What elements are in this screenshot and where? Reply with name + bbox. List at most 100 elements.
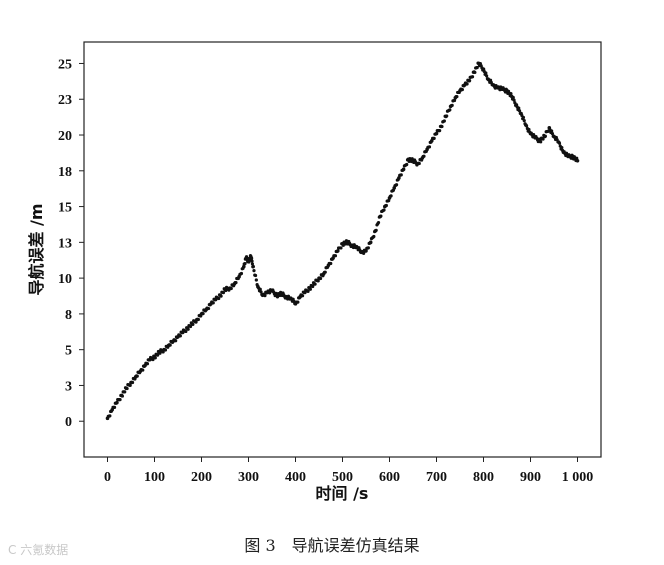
trace-dot xyxy=(313,282,317,286)
trace-dot xyxy=(252,269,256,273)
x-tick-label: 800 xyxy=(473,470,494,485)
trace-dot xyxy=(168,343,172,347)
trace-dot xyxy=(174,339,178,343)
trace-dot xyxy=(339,246,343,250)
trace-dot xyxy=(473,70,477,75)
data-point xyxy=(368,240,373,245)
x-tick-label: 700 xyxy=(426,470,447,485)
trace-dot xyxy=(374,228,378,232)
x-tick-label: 300 xyxy=(238,470,259,485)
data-point xyxy=(336,249,340,253)
trace-dot xyxy=(323,270,327,274)
data-point xyxy=(575,158,580,163)
trace-dot xyxy=(135,374,139,378)
trace-dot xyxy=(438,129,442,133)
trace-dot xyxy=(308,287,312,291)
y-tick-label: 0 xyxy=(65,415,72,430)
trace-dot xyxy=(399,173,403,177)
trace-dot xyxy=(379,214,383,218)
y-axis-label: 导航误差 /m xyxy=(27,203,46,295)
trace-dot xyxy=(452,98,457,103)
trace-dot xyxy=(341,243,345,247)
plot-frame xyxy=(83,41,602,458)
trace-dot xyxy=(509,92,513,96)
trace-dot xyxy=(253,273,258,278)
trace-dot xyxy=(550,129,554,133)
trace-dot xyxy=(448,108,452,112)
trace-dot xyxy=(372,234,376,239)
data-point xyxy=(467,78,472,83)
data-point xyxy=(251,264,255,269)
trace-dot xyxy=(247,260,251,264)
trace-dot xyxy=(527,127,531,132)
trace-dot xyxy=(470,75,475,79)
trace-dot xyxy=(543,134,547,138)
trace-dot xyxy=(522,118,526,123)
y-tick-label: 20 xyxy=(58,129,72,144)
trace-dot xyxy=(318,276,323,281)
trace-dot xyxy=(442,119,446,123)
trace-dot xyxy=(382,208,386,212)
trace-dot xyxy=(376,220,381,225)
trace-dot xyxy=(258,287,262,291)
trace-dot xyxy=(120,394,124,398)
y-tick-label: 13 xyxy=(58,236,72,251)
trace-dot xyxy=(517,109,522,113)
trace-dot xyxy=(151,357,155,362)
y-tick-label: 8 xyxy=(65,308,72,323)
trace-dot xyxy=(316,279,320,283)
trace-dot xyxy=(475,65,479,70)
trace-dot xyxy=(384,203,388,208)
trace-dot xyxy=(191,322,195,326)
trace-dot xyxy=(156,353,160,357)
trace-dot xyxy=(130,380,135,385)
x-tick-label: 400 xyxy=(285,470,306,485)
x-tick-label: 100 xyxy=(144,470,165,485)
trace-dot xyxy=(186,327,190,331)
trace-dot xyxy=(311,284,315,289)
data-point xyxy=(364,249,368,253)
trace-dot xyxy=(250,262,255,266)
trace-dot xyxy=(300,294,305,298)
trace-dot xyxy=(511,95,515,100)
trace-dot xyxy=(455,95,459,99)
trace-dot xyxy=(460,87,464,92)
y-tick-label: 5 xyxy=(65,344,72,359)
trace-dot xyxy=(440,124,444,129)
trace-dot xyxy=(263,294,267,298)
trace-dot xyxy=(427,145,432,149)
trace-dot xyxy=(557,141,562,145)
trace-dot xyxy=(229,286,233,291)
trace-dot xyxy=(539,140,543,144)
trace-dot xyxy=(329,261,333,266)
trace-dot xyxy=(422,154,426,158)
trace-dot xyxy=(417,161,421,166)
trace-dot xyxy=(188,324,193,329)
trace-dot xyxy=(268,291,272,295)
trace-dot xyxy=(405,162,409,167)
trace-dot xyxy=(550,131,555,136)
trace-dot xyxy=(445,114,449,118)
trace-dot xyxy=(234,281,238,285)
trace-dot xyxy=(465,82,469,86)
trace-dot xyxy=(243,261,247,266)
x-tick-label: 200 xyxy=(191,470,212,485)
trace-dot xyxy=(450,103,454,107)
data-point xyxy=(434,131,439,136)
trace-dot xyxy=(394,183,399,187)
y-tick-label: 23 xyxy=(58,93,72,108)
watermark: C 六氪数据 xyxy=(8,543,69,557)
figure-caption: 图 3 导航误差仿真结果 xyxy=(244,536,420,555)
trace-dot xyxy=(362,251,366,256)
trace-dot xyxy=(560,146,564,150)
x-tick-label: 600 xyxy=(379,470,400,485)
x-tick-label: 0 xyxy=(104,470,111,485)
trace-dot xyxy=(275,295,280,299)
y-tick-label: 15 xyxy=(58,201,72,216)
trace-dot xyxy=(158,351,162,355)
trace-dot xyxy=(484,71,488,75)
trace-dot xyxy=(512,98,516,102)
trace-dot xyxy=(201,312,205,316)
trace-dot xyxy=(524,124,529,128)
